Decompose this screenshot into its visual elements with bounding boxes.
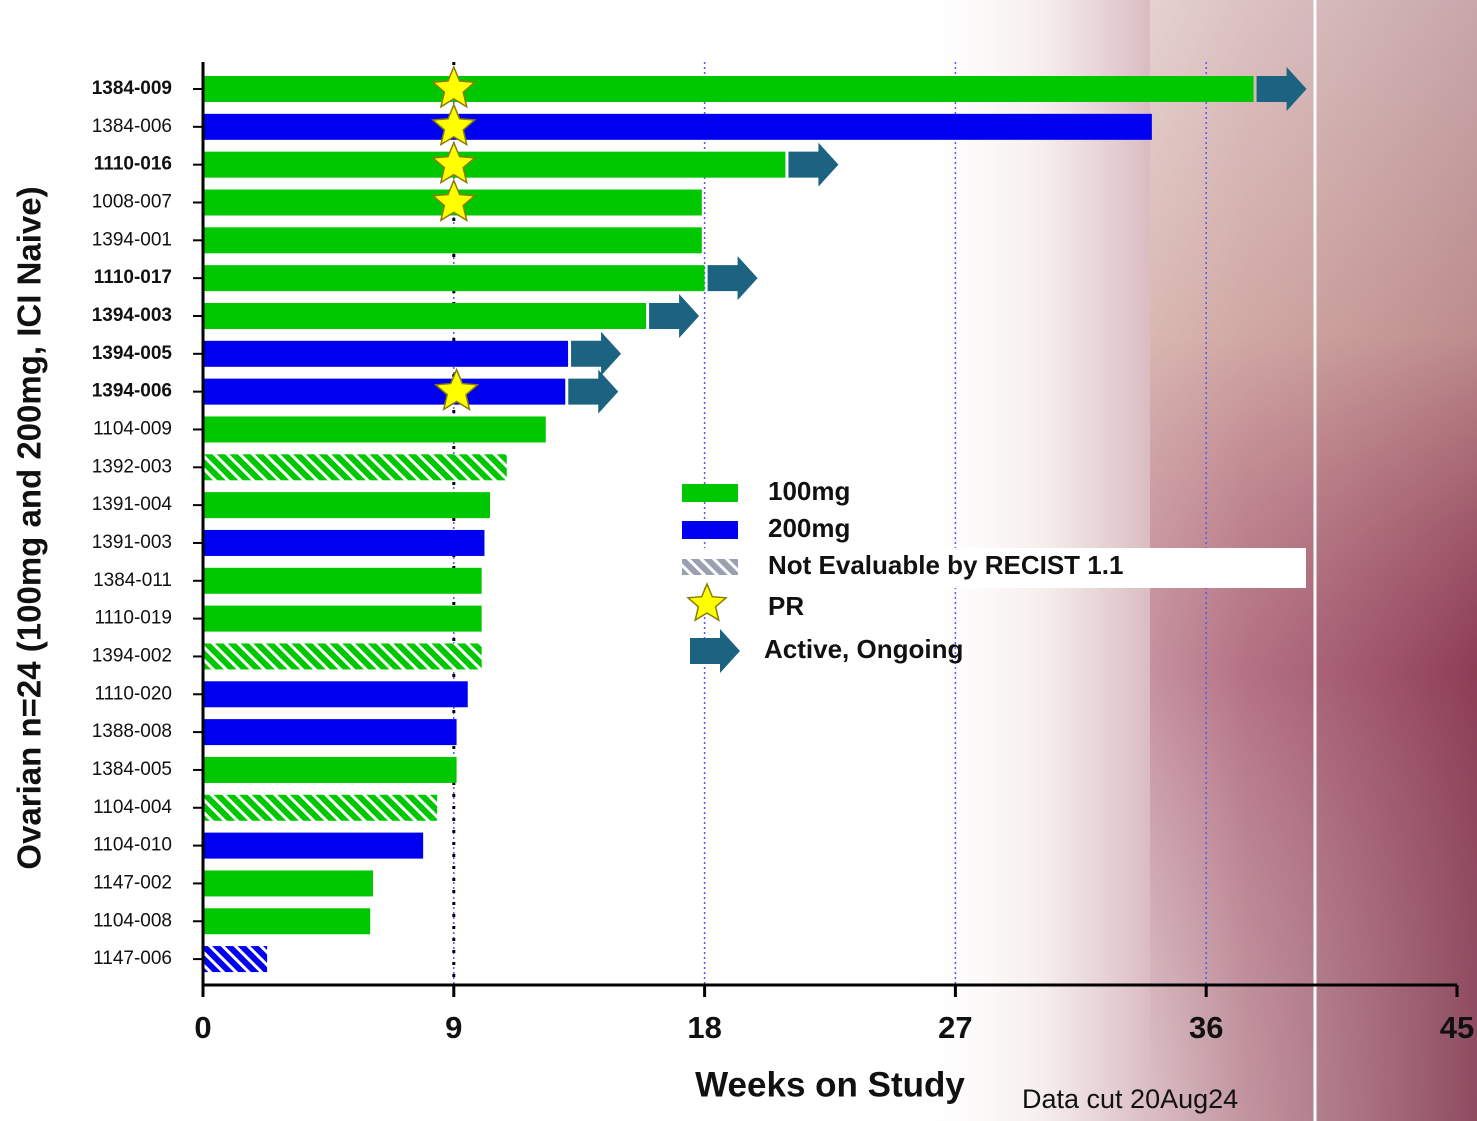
ongoing-arrow bbox=[708, 256, 758, 300]
y-tick-label: 1147-002 bbox=[93, 872, 172, 893]
y-tick-label: 1392-003 bbox=[92, 456, 172, 477]
bar bbox=[203, 341, 568, 367]
y-tick-label: 1110-016 bbox=[94, 154, 172, 175]
bar bbox=[203, 833, 423, 859]
bar bbox=[203, 757, 457, 783]
y-tick-label: 1394-006 bbox=[92, 381, 172, 402]
ongoing-arrow bbox=[571, 332, 621, 376]
y-tick-label: 1394-002 bbox=[92, 645, 172, 666]
y-tick-label: 1110-020 bbox=[95, 683, 172, 704]
y-axis-title: Ovarian n=24 (100mg and 200mg, ICI Naive… bbox=[11, 186, 48, 869]
bar bbox=[203, 530, 484, 556]
x-tick-label: 0 bbox=[194, 1010, 211, 1045]
bar bbox=[203, 606, 482, 632]
y-tick-label: 1388-008 bbox=[92, 721, 172, 742]
y-tick-label: 1394-001 bbox=[92, 229, 172, 250]
y-tick-label: 1008-007 bbox=[92, 192, 172, 213]
y-tick-label: 1391-004 bbox=[92, 494, 173, 515]
y-tick-label: 1394-003 bbox=[92, 305, 172, 326]
y-tick-label: 1110-017 bbox=[94, 267, 172, 288]
y-tick-label: 1104-010 bbox=[93, 835, 172, 856]
y-tick-label: 1104-009 bbox=[93, 418, 172, 439]
legend-label: PR bbox=[768, 591, 804, 621]
chart: Weeks on Study Data cut 20Aug24 Ovarian … bbox=[0, 0, 1477, 1121]
bar bbox=[203, 454, 507, 480]
legend-label: Not Evaluable by RECIST 1.1 bbox=[768, 550, 1123, 580]
x-tick-label: 18 bbox=[687, 1010, 721, 1045]
y-tick-label: 1384-005 bbox=[92, 759, 172, 780]
bar bbox=[203, 643, 482, 669]
ongoing-arrow bbox=[649, 294, 699, 338]
x-axis-title: Weeks on Study bbox=[695, 1065, 965, 1104]
legend-label: 100mg bbox=[768, 476, 850, 506]
bar bbox=[203, 681, 468, 707]
bar bbox=[203, 416, 546, 442]
bar bbox=[203, 946, 267, 972]
bar bbox=[203, 492, 490, 518]
bar bbox=[203, 114, 1152, 140]
y-tick-label: 1394-005 bbox=[92, 343, 173, 364]
legend-star bbox=[688, 584, 726, 620]
bar bbox=[203, 719, 457, 745]
y-tick-label: 1391-003 bbox=[92, 532, 172, 553]
y-tick-label: 1104-004 bbox=[93, 797, 172, 818]
y-tick-label: 1384-009 bbox=[92, 78, 172, 99]
bar bbox=[203, 908, 370, 934]
y-tick-label: 1104-008 bbox=[93, 910, 172, 931]
legend-swatch bbox=[682, 559, 738, 575]
legend-swatch bbox=[682, 484, 738, 502]
legend-label: Active, Ongoing bbox=[764, 634, 963, 664]
bar bbox=[203, 568, 482, 594]
legend-label: 200mg bbox=[768, 513, 850, 543]
bar bbox=[203, 795, 437, 821]
legend-swatch bbox=[682, 521, 738, 539]
bar bbox=[203, 76, 1254, 102]
x-tick-label: 27 bbox=[938, 1010, 972, 1045]
y-tick-label: 1384-011 bbox=[93, 570, 172, 591]
ongoing-arrow bbox=[568, 370, 618, 414]
legend-arrow bbox=[690, 629, 740, 673]
x-tick-label: 36 bbox=[1189, 1010, 1223, 1045]
annotation: Data cut 20Aug24 bbox=[1022, 1084, 1238, 1114]
bar bbox=[203, 265, 705, 291]
x-tick-label: 45 bbox=[1440, 1010, 1474, 1045]
bar bbox=[203, 870, 373, 896]
bar bbox=[203, 303, 646, 329]
ongoing-arrow bbox=[788, 143, 838, 187]
bar bbox=[203, 227, 702, 253]
bar bbox=[203, 152, 785, 178]
y-tick-label: 1110-019 bbox=[95, 608, 172, 629]
bar bbox=[203, 379, 565, 405]
x-tick-label: 9 bbox=[445, 1010, 462, 1045]
y-tick-label: 1384-006 bbox=[92, 116, 172, 137]
y-tick-label: 1147-006 bbox=[93, 948, 172, 969]
